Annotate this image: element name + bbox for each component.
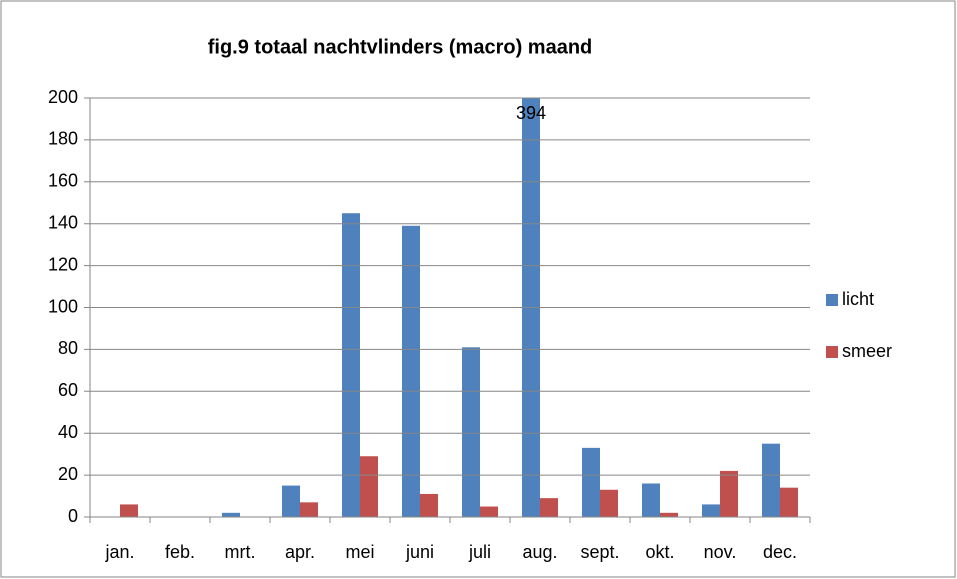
y-tick-label: 80 xyxy=(58,338,78,358)
y-tick-label: 120 xyxy=(48,254,78,274)
x-tick-label: juli xyxy=(468,542,491,562)
x-tick-label: mei xyxy=(345,542,374,562)
bar xyxy=(600,489,618,517)
y-tick-label: 180 xyxy=(48,129,78,149)
x-tick-label: apr. xyxy=(285,542,315,562)
bar xyxy=(402,225,420,518)
chart-title: fig.9 totaal nachtvlinders (macro) maand xyxy=(208,36,593,58)
bar xyxy=(420,493,438,517)
x-tick-label: feb. xyxy=(165,542,195,562)
y-tick-label: 60 xyxy=(58,380,78,400)
bar xyxy=(222,512,240,517)
y-tick-label: 0 xyxy=(68,506,78,526)
y-tick-label: 20 xyxy=(58,464,78,484)
x-tick-label: jan. xyxy=(104,542,134,562)
x-tick-label: okt. xyxy=(645,542,674,562)
bar xyxy=(642,483,660,517)
bar xyxy=(780,487,798,517)
bar xyxy=(540,498,558,517)
legend-swatch xyxy=(826,294,838,306)
legend-label: licht xyxy=(842,289,874,309)
y-tick-label: 140 xyxy=(48,212,78,232)
data-label: 394 xyxy=(516,103,546,123)
x-tick-label: mrt. xyxy=(225,542,256,562)
legend-label: smeer xyxy=(842,341,892,361)
bar xyxy=(120,504,138,517)
plot-bars xyxy=(120,98,798,518)
y-tick-label: 200 xyxy=(48,87,78,107)
y-tick-label: 100 xyxy=(48,296,78,316)
bar xyxy=(762,443,780,517)
y-tick-label: 160 xyxy=(48,171,78,191)
bar xyxy=(702,504,720,517)
x-tick-label: juni xyxy=(405,542,434,562)
bar xyxy=(300,502,318,517)
bar xyxy=(660,512,678,517)
x-tick-label: aug. xyxy=(522,542,557,562)
bar xyxy=(282,485,300,517)
x-tick-label: sept. xyxy=(580,542,619,562)
bar xyxy=(342,213,360,517)
legend-swatch xyxy=(826,346,838,358)
x-tick-label: nov. xyxy=(704,542,737,562)
y-tick-label: 40 xyxy=(58,422,78,442)
bar xyxy=(582,447,600,517)
bar xyxy=(720,470,738,517)
x-tick-label: dec. xyxy=(763,542,797,562)
bar xyxy=(360,456,378,517)
bar xyxy=(462,347,480,517)
bar xyxy=(480,506,498,517)
